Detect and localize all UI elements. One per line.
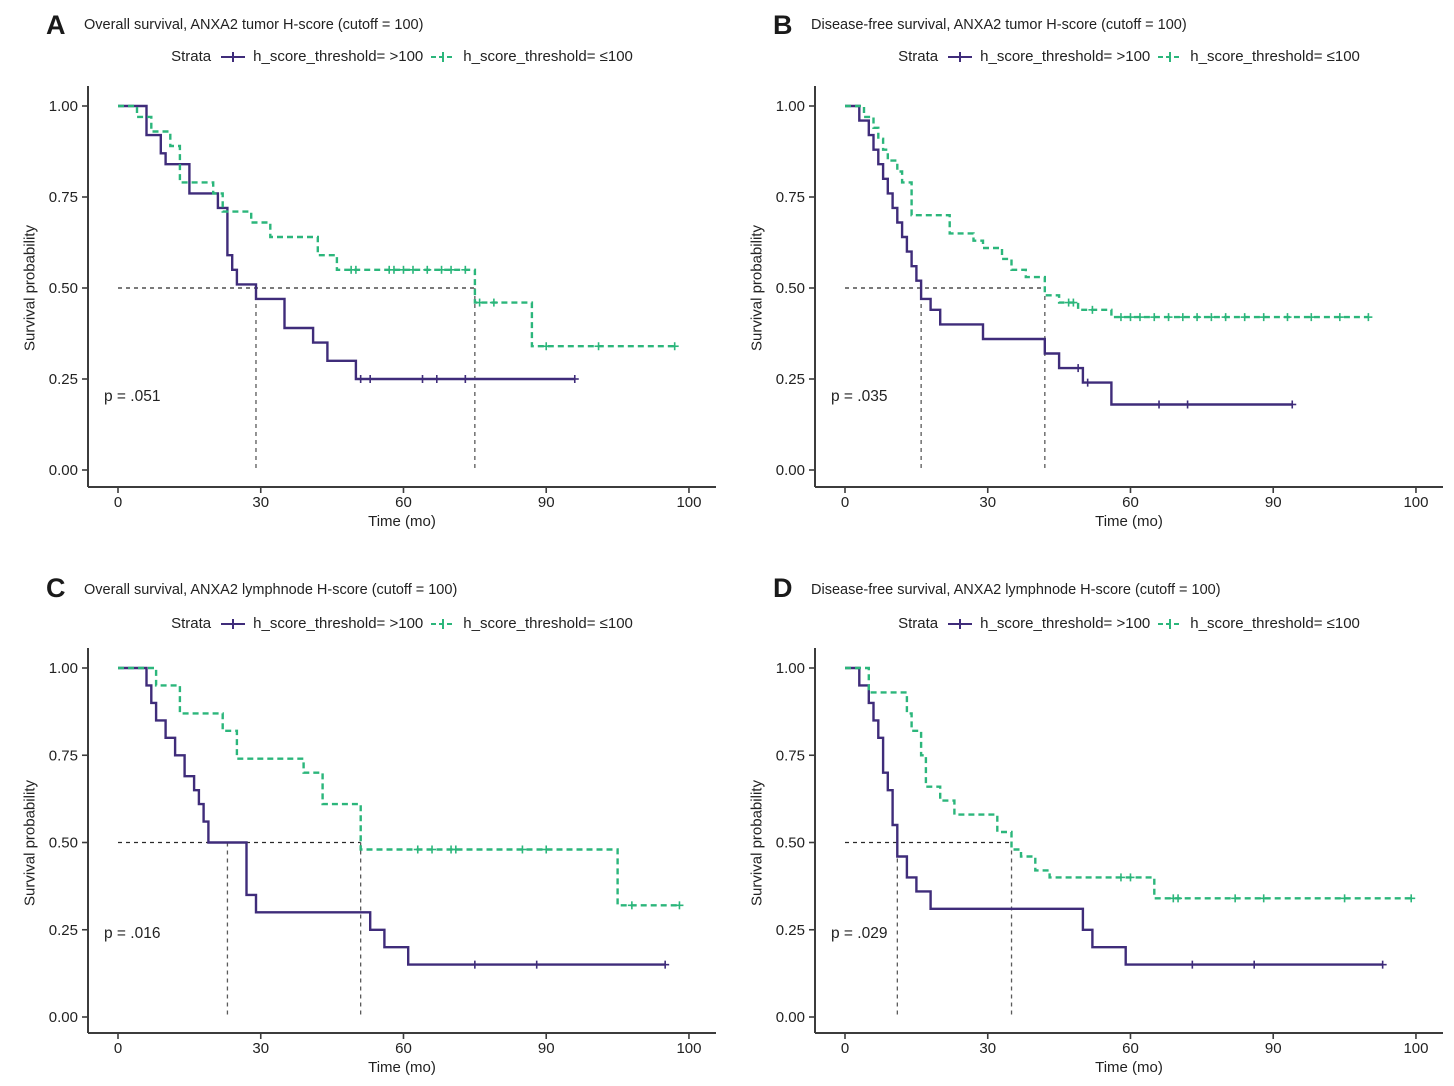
svg-text:30: 30 [979, 494, 996, 511]
svg-text:0.50: 0.50 [776, 835, 805, 852]
legend-marker-le100-icon [431, 618, 456, 629]
legend-marker-le100-icon [431, 51, 456, 62]
y-axis-label: Survival probability [748, 780, 766, 906]
strata-legend: Strata h_score_threshold= >100 h_score_t… [815, 615, 1443, 632]
legend-label-gt100: h_score_threshold= >100 [253, 48, 424, 65]
svg-text:30: 30 [252, 1040, 269, 1057]
svg-text:100: 100 [1403, 494, 1428, 511]
svg-text:0.50: 0.50 [776, 280, 805, 297]
p-value: p = .035 [831, 388, 888, 405]
svg-text:90: 90 [1265, 494, 1282, 511]
legend-marker-le100-icon [1158, 51, 1183, 62]
svg-text:60: 60 [395, 1040, 412, 1057]
legend-label-le100: h_score_threshold= ≤100 [1190, 615, 1360, 632]
strata-label: Strata [171, 48, 212, 65]
svg-text:0.50: 0.50 [49, 835, 78, 852]
p-value: p = .029 [831, 925, 888, 942]
svg-text:0.50: 0.50 [49, 280, 78, 297]
km-plot: 1.00 0.75 0.50 0.25 0.00 0 30 60 90 100 [776, 86, 1443, 511]
svg-text:30: 30 [979, 1040, 996, 1057]
legend-marker-gt100-icon [948, 51, 973, 62]
panel-letter: D [773, 573, 793, 603]
svg-text:1.00: 1.00 [49, 98, 78, 115]
strata-legend: Strata h_score_threshold= >100 h_score_t… [88, 615, 716, 632]
legend-label-gt100: h_score_threshold= >100 [980, 48, 1151, 65]
y-axis-label: Survival probability [21, 225, 39, 351]
y-axis-label: Survival probability [21, 780, 39, 906]
strata-label: Strata [898, 615, 939, 632]
strata-label: Strata [171, 615, 212, 632]
svg-text:0.75: 0.75 [776, 747, 805, 764]
km-plot: 1.00 0.75 0.50 0.25 0.00 0 30 60 90 100 [776, 648, 1443, 1057]
panel-b: B Disease-free survival, ANXA2 tumor H-s… [727, 0, 1454, 543]
km-plot: 1.00 0.75 0.50 0.25 0.00 0 30 60 90 100 [49, 648, 716, 1057]
legend-label-le100: h_score_threshold= ≤100 [1190, 48, 1360, 65]
legend-label-le100: h_score_threshold= ≤100 [463, 615, 633, 632]
x-axis-label: Time (mo) [1095, 1059, 1163, 1076]
svg-text:0.00: 0.00 [776, 1009, 805, 1026]
svg-text:0: 0 [841, 494, 849, 511]
panel-title: Disease-free survival, ANXA2 lymphnode H… [811, 582, 1221, 598]
km-plot: 1.00 0.75 0.50 0.25 0.00 0 30 60 90 100 [49, 86, 716, 511]
legend-marker-gt100-icon [221, 618, 246, 629]
svg-text:60: 60 [1122, 1040, 1139, 1057]
svg-text:100: 100 [1403, 1040, 1428, 1057]
svg-text:1.00: 1.00 [776, 660, 805, 677]
p-value: p = .051 [104, 388, 161, 405]
svg-text:90: 90 [538, 1040, 555, 1057]
svg-text:1.00: 1.00 [776, 98, 805, 115]
svg-text:60: 60 [1122, 494, 1139, 511]
legend-marker-le100-icon [1158, 618, 1183, 629]
svg-text:0.75: 0.75 [776, 189, 805, 206]
svg-text:0.00: 0.00 [49, 462, 78, 479]
svg-text:60: 60 [395, 494, 412, 511]
panel-d: D Disease-free survival, ANXA2 lymphnode… [727, 543, 1454, 1086]
legend-label-le100: h_score_threshold= ≤100 [463, 48, 633, 65]
svg-text:0.75: 0.75 [49, 747, 78, 764]
panel-letter: B [773, 10, 793, 40]
svg-text:0: 0 [841, 1040, 849, 1057]
svg-text:0: 0 [114, 494, 122, 511]
svg-text:90: 90 [1265, 1040, 1282, 1057]
svg-text:0.75: 0.75 [49, 189, 78, 206]
svg-text:0.25: 0.25 [49, 371, 78, 388]
x-axis-label: Time (mo) [368, 513, 436, 530]
svg-text:0.25: 0.25 [49, 922, 78, 939]
svg-text:0.00: 0.00 [776, 462, 805, 479]
legend-label-gt100: h_score_threshold= >100 [980, 615, 1151, 632]
svg-text:100: 100 [676, 1040, 701, 1057]
panel-title: Disease-free survival, ANXA2 tumor H-sco… [811, 17, 1187, 33]
panel-title: Overall survival, ANXA2 lymphnode H-scor… [84, 582, 458, 598]
svg-text:0.00: 0.00 [49, 1009, 78, 1026]
legend-marker-gt100-icon [948, 618, 973, 629]
svg-text:0.25: 0.25 [776, 371, 805, 388]
strata-legend: Strata h_score_threshold= >100 h_score_t… [815, 48, 1443, 65]
panel-c: C Overall survival, ANXA2 lymphnode H-sc… [0, 543, 727, 1086]
x-axis-label: Time (mo) [1095, 513, 1163, 530]
panel-letter: A [46, 10, 66, 40]
panel-title: Overall survival, ANXA2 tumor H-score (c… [84, 17, 424, 33]
panel-a: A Overall survival, ANXA2 tumor H-score … [0, 0, 727, 543]
svg-text:90: 90 [538, 494, 555, 511]
svg-text:0: 0 [114, 1040, 122, 1057]
svg-text:1.00: 1.00 [49, 660, 78, 677]
legend-label-gt100: h_score_threshold= >100 [253, 615, 424, 632]
legend-marker-gt100-icon [221, 51, 246, 62]
svg-text:0.25: 0.25 [776, 922, 805, 939]
p-value: p = .016 [104, 925, 161, 942]
svg-text:100: 100 [676, 494, 701, 511]
svg-text:30: 30 [252, 494, 269, 511]
x-axis-label: Time (mo) [368, 1059, 436, 1076]
strata-legend: Strata h_score_threshold= >100 h_score_t… [88, 48, 716, 65]
panel-letter: C [46, 573, 66, 603]
strata-label: Strata [898, 48, 939, 65]
y-axis-label: Survival probability [748, 225, 766, 351]
